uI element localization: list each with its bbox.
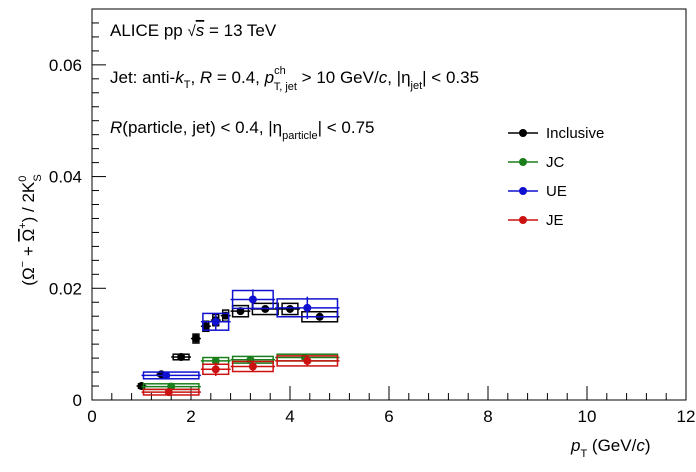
- point-inclusive: [236, 307, 245, 316]
- y-tick-label: 0.02: [49, 279, 82, 298]
- point-ue: [162, 371, 171, 380]
- annotation-collaboration: ALICE pp √s = 13 TeV: [110, 21, 277, 40]
- point-inclusive: [201, 322, 210, 331]
- point-ue: [303, 303, 312, 312]
- annotation-particle-selection: R(particle, jet) < 0.4, |ηparticle| < 0.…: [110, 118, 375, 142]
- y-tick-label: 0.06: [49, 56, 82, 75]
- x-axis-label: pT (GeV/c): [570, 436, 651, 460]
- data-marks: [136, 289, 340, 397]
- point-inclusive: [286, 304, 294, 313]
- x-tick-label: 12: [677, 407, 696, 426]
- legend-marker-ue: [519, 187, 527, 195]
- point-inclusive: [177, 352, 186, 361]
- x-tick-label: 4: [285, 407, 294, 426]
- axis-ticks: [91, 8, 687, 401]
- series-je: [141, 355, 340, 397]
- x-tick-label: 0: [87, 407, 96, 426]
- y-tick-labels: 0 0.02 0.04 0.06: [49, 56, 82, 410]
- series-ue: [141, 289, 340, 380]
- point-ue: [211, 317, 220, 326]
- annotation-jet-selection: Jet: anti-kT, R = 0.4, pch T, jet > 10 Ge…: [110, 65, 479, 93]
- point-je: [164, 388, 173, 397]
- y-tick-label: 0: [73, 391, 82, 410]
- legend-label-ue: UE: [546, 183, 567, 200]
- point-ue: [248, 295, 257, 304]
- legend: Inclusive JC UE JE: [508, 125, 604, 229]
- x-tick-label: 2: [186, 407, 195, 426]
- point-je: [248, 362, 257, 371]
- y-axis-label: (Ω− + Ω+) / 2K0 S: [17, 174, 44, 285]
- legend-marker-inclusive: [519, 129, 527, 137]
- legend-label-jc: JC: [546, 154, 565, 171]
- x-tick-label: 8: [483, 407, 492, 426]
- point-jc: [211, 356, 220, 365]
- x-tick-label: 10: [578, 407, 597, 426]
- point-je: [303, 356, 312, 365]
- y-tick-label: 0.04: [49, 168, 82, 187]
- legend-marker-jc: [519, 158, 527, 166]
- legend-label-inclusive: Inclusive: [546, 125, 604, 142]
- point-je: [211, 365, 220, 374]
- x-tick-label: 6: [384, 407, 393, 426]
- legend-label-je: JE: [546, 212, 564, 229]
- point-inclusive: [191, 334, 200, 343]
- legend-marker-je: [519, 216, 527, 224]
- x-tick-labels: 0 2 4 6 8 10 12: [87, 407, 695, 426]
